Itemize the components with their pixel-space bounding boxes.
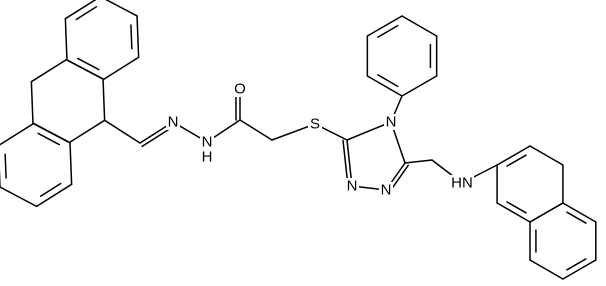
bond (77, 57, 100, 71)
bond (346, 121, 392, 141)
label-mask (166, 114, 180, 130)
atom-label: N (202, 134, 213, 151)
bond (239, 119, 273, 141)
label-mask (450, 175, 474, 191)
atom-label: H (202, 149, 213, 166)
bond (130, 24, 133, 50)
atom-label: S (310, 116, 320, 133)
atom-label: O (234, 81, 246, 98)
bond (30, 58, 68, 83)
bond (30, 80, 34, 124)
bond (506, 201, 527, 214)
bond (377, 24, 399, 38)
bond (562, 202, 597, 223)
bond (566, 211, 587, 224)
atom-label: HN (451, 175, 473, 192)
bond (32, 122, 71, 144)
bond (35, 183, 73, 208)
bond (404, 159, 433, 164)
bond (136, 15, 140, 59)
atom-label: N (168, 114, 179, 131)
bond (64, 0, 97, 20)
bond (103, 119, 141, 144)
bond (68, 119, 106, 144)
bond (37, 132, 60, 146)
label-mask (308, 116, 322, 132)
bond (562, 259, 597, 280)
bond (377, 74, 399, 88)
label-mask (384, 114, 398, 130)
bond (0, 122, 35, 146)
bond (366, 15, 403, 37)
bond (401, 75, 438, 97)
bond (506, 154, 527, 167)
bond (401, 15, 438, 37)
bond (105, 0, 138, 17)
bond (64, 17, 68, 61)
atom-label: N (386, 114, 397, 131)
label-mask (200, 149, 214, 165)
bond (496, 145, 531, 166)
label-mask (200, 134, 214, 150)
bond (4, 153, 7, 179)
atom-label: N (381, 182, 392, 199)
bond (102, 78, 106, 122)
bond (102, 56, 140, 81)
bond (529, 145, 564, 166)
atom-label: N (347, 178, 358, 195)
bond (496, 202, 531, 223)
bond (566, 258, 587, 271)
bond (65, 58, 104, 80)
bond (529, 259, 564, 280)
label-mask (345, 178, 359, 194)
label-mask (379, 182, 393, 198)
bond (0, 186, 38, 208)
bond (39, 182, 62, 197)
bond (69, 142, 73, 186)
label-mask (233, 81, 247, 97)
bond (366, 75, 403, 97)
bond (271, 123, 316, 141)
bond (75, 6, 98, 21)
bond (529, 202, 564, 223)
